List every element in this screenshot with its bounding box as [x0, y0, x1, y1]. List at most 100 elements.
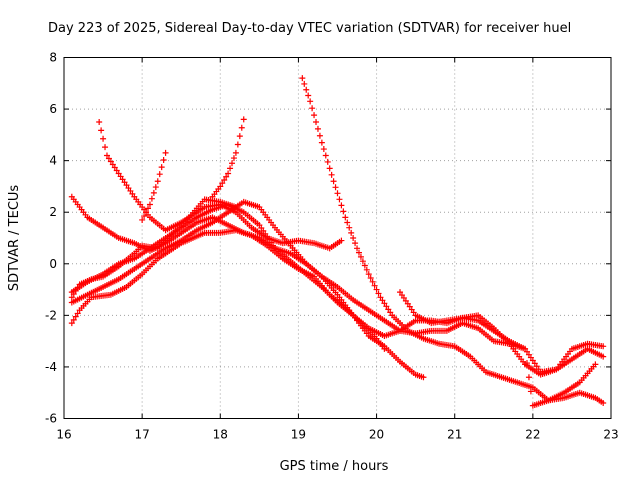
x-tick-label: 21 — [447, 428, 462, 442]
data-point — [328, 171, 335, 178]
data-point — [158, 164, 165, 171]
data-point — [113, 167, 120, 174]
data-point — [600, 400, 607, 407]
data-point — [70, 316, 77, 323]
y-tick-label: 6 — [49, 102, 57, 116]
data-point — [107, 158, 114, 165]
data-point — [522, 345, 529, 352]
x-tick-label: 19 — [291, 428, 306, 442]
data-point — [371, 282, 378, 289]
data-point — [234, 141, 241, 148]
data-point — [146, 201, 153, 208]
data-point — [352, 240, 359, 247]
data-point — [326, 165, 333, 172]
y-tick-label: -6 — [45, 412, 57, 426]
series-track-c — [139, 149, 169, 223]
data-point — [361, 262, 368, 269]
data-series — [68, 75, 607, 409]
data-point — [74, 310, 81, 317]
data-point — [330, 178, 337, 185]
data-point — [338, 237, 345, 244]
data-point — [322, 152, 329, 159]
data-point — [387, 309, 394, 316]
data-point — [379, 297, 386, 304]
data-point — [154, 178, 161, 185]
x-axis-title: GPS time / hours — [280, 459, 389, 474]
data-point — [103, 152, 110, 159]
data-point — [342, 214, 349, 221]
data-point — [238, 124, 245, 131]
data-point — [336, 196, 343, 203]
data-point — [152, 184, 159, 191]
data-point — [383, 303, 390, 310]
series-track-i — [209, 116, 247, 200]
y-tick-label: 0 — [49, 257, 57, 271]
data-point — [340, 208, 347, 215]
data-point — [96, 118, 103, 125]
data-point — [143, 209, 150, 216]
plot-frame — [63, 57, 612, 419]
data-point — [350, 235, 357, 241]
data-point — [307, 98, 314, 105]
data-point — [600, 353, 607, 360]
data-point — [98, 127, 105, 134]
data-point — [320, 146, 327, 153]
series-track-g — [299, 75, 607, 407]
data-point — [68, 320, 75, 327]
data-point — [344, 219, 351, 226]
x-tick-label: 22 — [525, 428, 540, 442]
data-point — [109, 161, 116, 168]
data-point — [355, 249, 362, 256]
data-point — [311, 112, 318, 119]
y-tick-label: 8 — [49, 51, 57, 65]
data-point — [592, 361, 599, 368]
data-point — [313, 118, 320, 125]
data-point — [150, 189, 157, 196]
data-point — [309, 105, 316, 112]
data-point — [375, 290, 382, 297]
data-point — [359, 258, 366, 265]
data-point — [299, 75, 306, 82]
data-point — [72, 313, 79, 320]
data-point — [225, 170, 232, 177]
data-point — [111, 164, 118, 171]
data-point — [221, 176, 228, 183]
data-point — [232, 149, 239, 156]
data-point — [227, 165, 234, 172]
data-point — [334, 190, 341, 197]
chart-title: Day 223 of 2025, Sidereal Day-to-day VTE… — [48, 21, 571, 36]
data-point — [305, 92, 312, 99]
x-tick-label: 23 — [603, 428, 618, 442]
data-point — [209, 193, 216, 200]
data-point — [348, 229, 355, 236]
data-point — [156, 171, 163, 178]
data-point — [223, 173, 230, 180]
x-tick-label: 17 — [135, 428, 150, 442]
data-point — [102, 144, 109, 151]
data-point — [420, 374, 427, 381]
series-track-a — [96, 118, 345, 252]
axis-ticks: 16 17 18 19 20 21 22 23 -6 -4 -2 0 2 4 6 8 — [45, 51, 619, 442]
data-point — [141, 213, 148, 220]
x-tick-label: 20 — [369, 428, 384, 442]
data-point — [357, 253, 364, 260]
data-point — [100, 135, 107, 142]
data-point — [139, 216, 146, 223]
data-point — [229, 160, 236, 167]
data-point — [332, 184, 339, 191]
data-point — [381, 300, 388, 307]
data-point — [230, 155, 237, 162]
y-axis-title: SDTVAR / TECUs — [7, 185, 22, 292]
y-tick-label: -2 — [45, 308, 57, 322]
data-point — [346, 224, 353, 231]
data-point — [367, 274, 374, 281]
data-point — [105, 155, 112, 162]
x-tick-label: 16 — [56, 428, 71, 442]
data-point — [338, 202, 345, 209]
data-point — [68, 294, 75, 301]
data-point — [527, 388, 534, 395]
data-point — [324, 158, 331, 165]
data-point — [373, 286, 380, 293]
data-point — [219, 180, 226, 187]
data-point — [385, 306, 392, 313]
